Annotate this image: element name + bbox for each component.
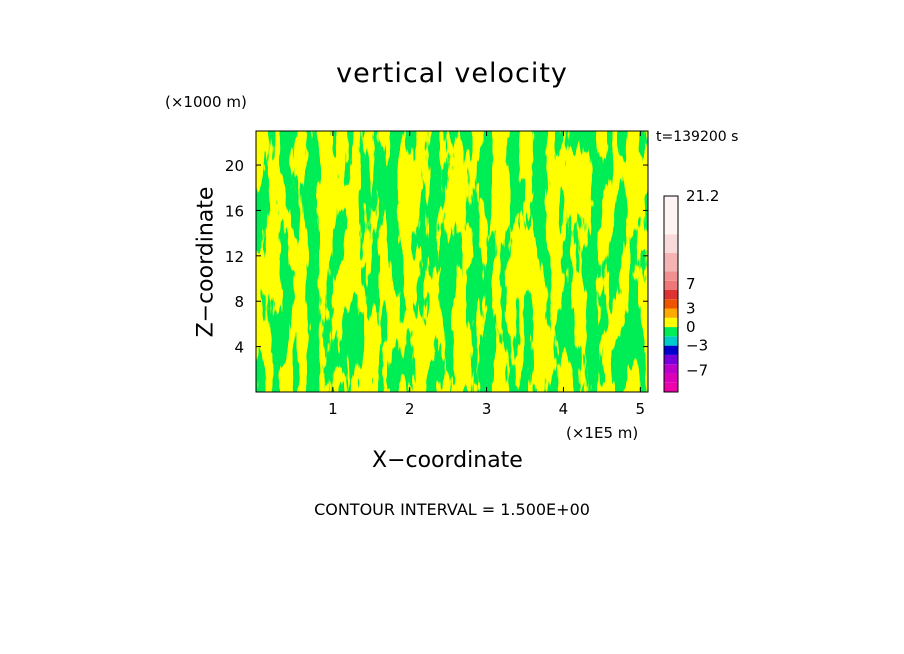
colorbar-swatch — [664, 373, 678, 383]
y-tick-label: 4 — [234, 339, 244, 357]
colorbar-swatch — [664, 336, 678, 346]
x-tick-label: 5 — [636, 400, 646, 418]
colorbar-swatch — [664, 280, 678, 290]
x-tick-label: 4 — [559, 400, 569, 418]
colorbar-frame — [663, 195, 679, 393]
colorbar: 21.2 7 30−3 −7 — [663, 187, 719, 393]
colorbar-swatch — [664, 354, 678, 365]
plot-frame — [255, 130, 649, 393]
colorbar-swatch — [664, 289, 678, 300]
colorbar-swatch — [664, 299, 678, 309]
colorbar-swatch — [664, 382, 678, 392]
y-axis-unit: (×1000 m) — [165, 93, 247, 111]
time-label: t=139200 s — [656, 129, 739, 145]
y-tick-label: 8 — [234, 293, 244, 311]
colorbar-label: 7 — [686, 275, 696, 293]
x-tick-label: 1 — [328, 400, 338, 418]
colorbar-swatch — [664, 234, 678, 253]
plot-area — [256, 131, 648, 392]
y-axis-ticks: 4 8 12 16 20 — [225, 157, 648, 357]
y-tick-label: 16 — [225, 202, 244, 220]
colorbar-swatch — [664, 252, 678, 272]
y-tick-label: 20 — [225, 157, 244, 175]
x-axis-unit: (×1E5 m) — [566, 424, 639, 442]
y-tick-label: 12 — [225, 248, 244, 266]
contour-interval-text: CONTOUR INTERVAL = 1.500E+00 — [314, 500, 590, 519]
chart-title: vertical velocity — [336, 58, 568, 89]
x-tick-label: 3 — [482, 400, 492, 418]
colorbar-swatch — [664, 317, 678, 328]
x-axis-label: X−coordinate — [372, 448, 523, 473]
colorbar-swatch — [664, 345, 678, 355]
x-axis-ticks: 1 2 3 4 5 — [328, 131, 645, 418]
colorbar-label: 21.2 — [686, 187, 719, 205]
colorbar-swatch — [664, 327, 678, 337]
colorbar-label: −7 — [686, 361, 708, 379]
colorbar-swatch — [664, 271, 678, 281]
colorbar-label: 0 — [686, 318, 696, 336]
colorbar-label: 3 — [686, 300, 696, 318]
x-tick-label: 2 — [405, 400, 415, 418]
colorbar-swatch — [664, 196, 678, 235]
negative-velocity-field — [256, 131, 648, 392]
colorbar-swatch — [664, 364, 678, 374]
colorbar-label: −3 — [686, 337, 708, 355]
colorbar-swatch — [664, 308, 678, 318]
